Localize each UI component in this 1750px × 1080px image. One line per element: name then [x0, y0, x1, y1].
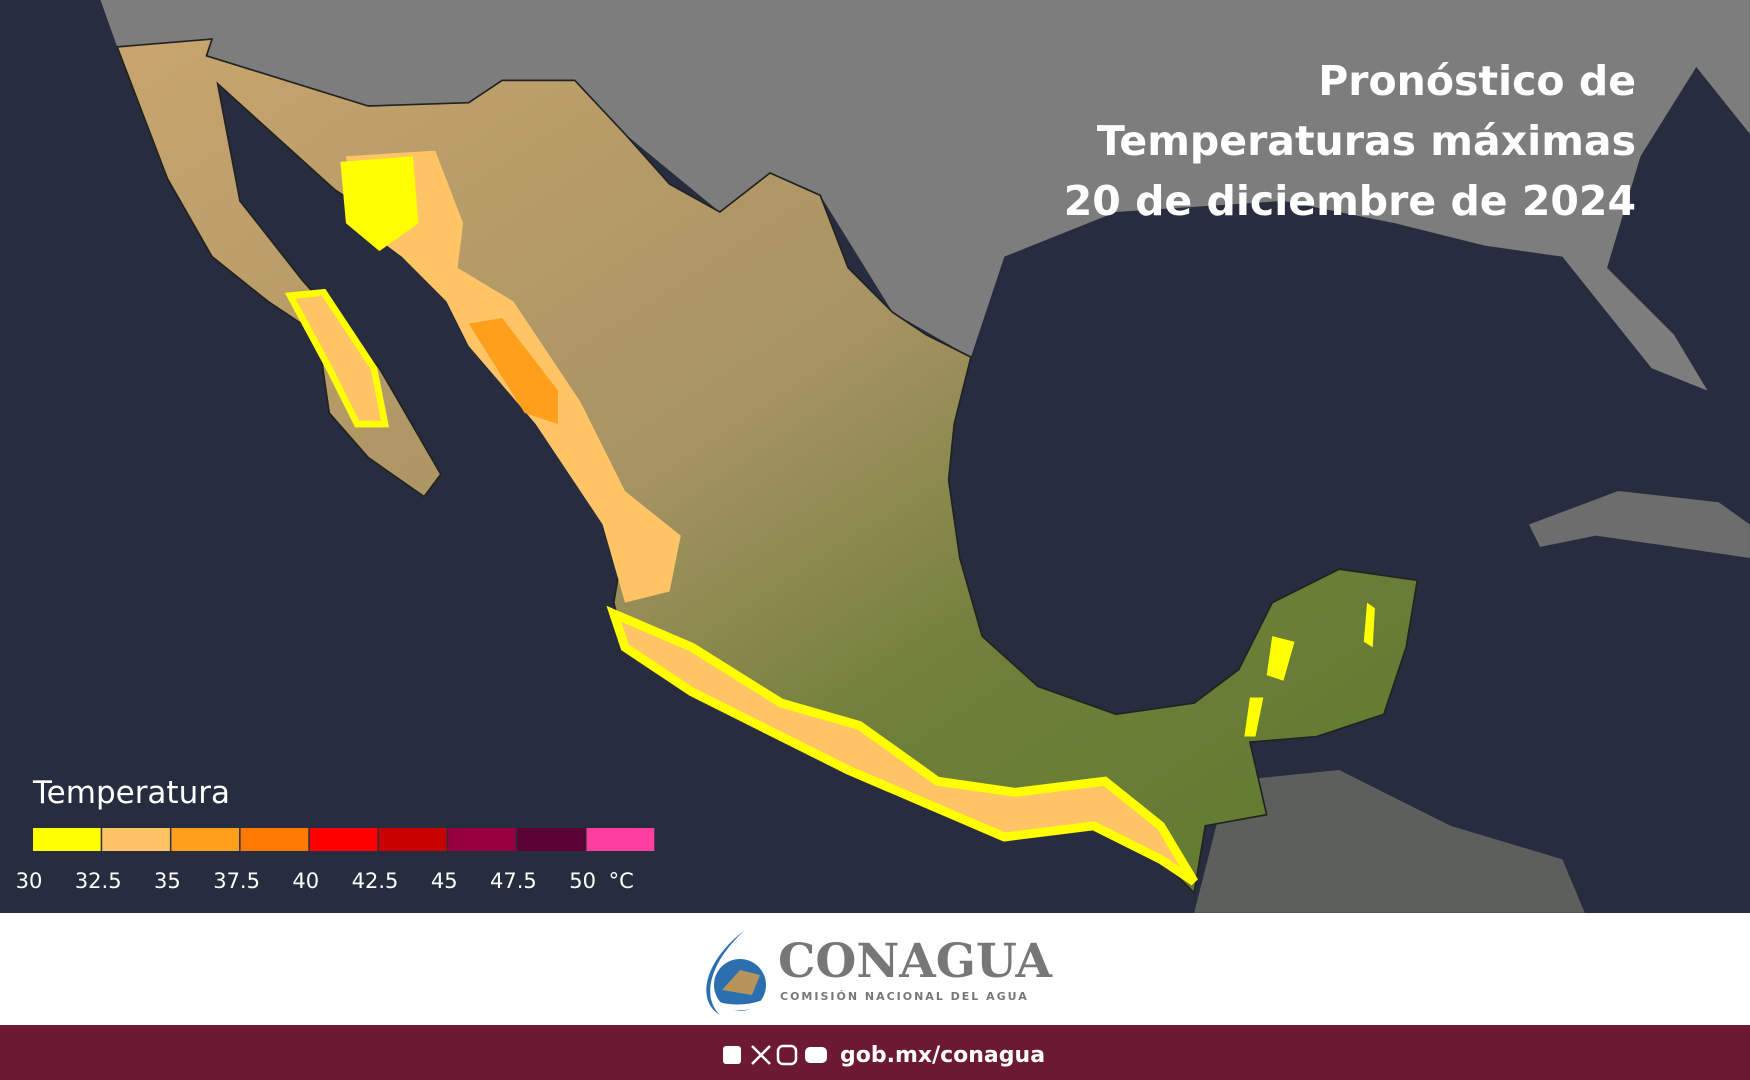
legend-title: Temperatura: [32, 775, 230, 811]
footer-url[interactable]: gob.mx/conagua: [840, 1043, 1045, 1068]
logo-mark: [706, 930, 768, 1015]
title-line: Temperaturas máximas: [1097, 117, 1636, 165]
legend-label: 37.5: [213, 869, 260, 893]
x-icon[interactable]: [751, 1045, 771, 1065]
legend-label: 40: [292, 869, 319, 893]
title-line: 20 de diciembre de 2024: [1064, 177, 1636, 225]
legend-swatch: [586, 828, 655, 851]
legend-swatch: [240, 828, 309, 851]
title-line: Pronóstico de: [1318, 57, 1636, 105]
logo-subtitle: COMISIÓN NACIONAL DEL AGUA: [780, 990, 1029, 1003]
legend-label: 47.5: [490, 869, 537, 893]
legend-swatch: [448, 828, 516, 851]
legend: 30 32.5 35 37.5 40 42.5 45 47.5 50 °C: [16, 828, 655, 893]
legend-unit: °C: [609, 869, 634, 893]
social-icons: [723, 1044, 827, 1066]
heat-zone: [1244, 602, 1375, 737]
legend-swatch: [309, 828, 378, 851]
north-america: [100, 0, 1750, 391]
logo-name: CONAGUA: [778, 934, 1052, 989]
footer: [0, 1025, 1750, 1080]
legend-label: 42.5: [352, 869, 399, 893]
legend-label: 45: [431, 869, 458, 893]
youtube-icon[interactable]: [805, 1047, 827, 1063]
legend-label: 50: [569, 869, 596, 893]
facebook-icon[interactable]: [723, 1046, 741, 1064]
heat-zone: [468, 318, 558, 425]
legend-label: 32.5: [75, 869, 122, 893]
legend-swatch: [171, 828, 240, 851]
central-america: [1194, 770, 1585, 913]
legend-swatch: [102, 828, 170, 851]
legend-label: 30: [16, 869, 43, 893]
legend-swatch: [517, 828, 586, 851]
map: [100, 0, 1750, 913]
heat-zone: [340, 156, 419, 252]
logo-band: [0, 913, 1750, 1025]
cuba: [1528, 491, 1750, 558]
title: Pronóstico de Temperaturas máximas 20 de…: [1064, 57, 1636, 225]
instagram-icon[interactable]: [776, 1044, 798, 1066]
legend-label: 35: [154, 869, 181, 893]
heat-zone: [606, 605, 1198, 886]
legend-swatch: [33, 828, 101, 851]
legend-swatch: [379, 828, 447, 851]
heat-zone: [284, 288, 390, 428]
